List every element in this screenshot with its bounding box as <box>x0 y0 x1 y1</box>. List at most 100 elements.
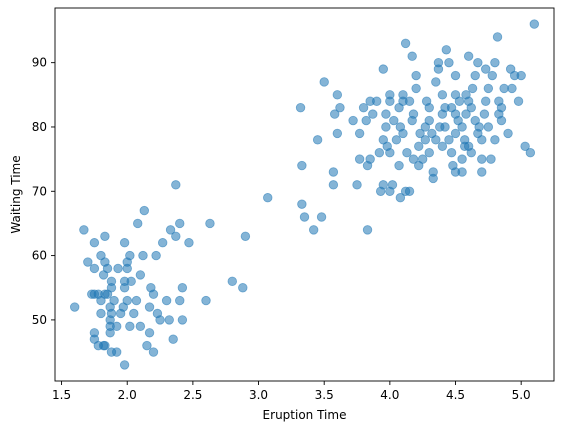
data-point <box>161 295 172 306</box>
data-point <box>139 205 149 216</box>
data-point <box>352 180 362 190</box>
data-point <box>164 315 174 325</box>
data-point <box>446 147 457 158</box>
data-point <box>483 122 494 132</box>
data-point <box>129 308 139 319</box>
data-point <box>335 102 345 113</box>
data-point <box>490 135 500 145</box>
data-point <box>404 186 415 196</box>
y-tick-label: 60 <box>32 249 47 263</box>
data-point <box>503 128 513 139</box>
data-point <box>466 147 476 158</box>
data-point <box>308 225 319 235</box>
data-point <box>374 147 385 158</box>
data-point <box>175 295 185 306</box>
data-point <box>479 109 490 119</box>
data-point <box>142 340 152 351</box>
data-point <box>395 193 406 203</box>
data-point <box>450 128 461 139</box>
points-layer <box>69 19 540 370</box>
data-point <box>402 147 412 158</box>
data-point <box>332 90 343 100</box>
data-point <box>496 102 507 113</box>
data-point <box>106 308 117 319</box>
data-point <box>319 77 329 87</box>
data-point <box>437 141 448 151</box>
y-tick-label: 90 <box>32 56 47 70</box>
data-point <box>79 225 89 235</box>
data-point <box>525 147 536 158</box>
data-point <box>424 115 434 126</box>
x-tick-label: 2.0 <box>118 388 137 402</box>
data-point <box>362 225 373 235</box>
data-point <box>378 180 388 190</box>
data-point <box>398 90 408 100</box>
data-point <box>408 109 419 119</box>
x-tick-label: 4.5 <box>446 388 465 402</box>
data-point <box>467 83 478 94</box>
data-point <box>148 347 159 357</box>
data-point <box>411 70 421 81</box>
data-point <box>148 289 159 299</box>
data-point <box>96 308 106 319</box>
data-point <box>365 154 375 164</box>
data-point <box>437 90 448 100</box>
data-point <box>385 147 395 158</box>
data-point <box>135 270 146 280</box>
x-axis-label: Eruption Time <box>263 408 347 422</box>
x-tick-label: 3.0 <box>249 388 268 402</box>
data-point <box>391 135 402 145</box>
data-point <box>372 96 382 106</box>
x-tick-label: 4.0 <box>380 388 399 402</box>
data-point <box>122 295 132 306</box>
data-point <box>516 70 526 81</box>
plot-frame <box>54 7 555 382</box>
data-point <box>354 154 365 164</box>
data-point <box>171 231 181 242</box>
data-point <box>477 154 487 164</box>
data-point <box>177 283 188 293</box>
data-point <box>205 218 215 229</box>
data-point <box>135 321 146 332</box>
data-point <box>109 295 119 306</box>
data-point <box>83 257 93 267</box>
data-point <box>387 180 398 190</box>
data-point <box>312 135 323 145</box>
data-point <box>520 141 530 151</box>
data-point <box>330 109 340 119</box>
data-point <box>144 328 155 338</box>
data-point <box>420 135 431 145</box>
x-tick-label: 5.0 <box>512 388 531 402</box>
data-point <box>444 135 454 145</box>
data-point <box>112 347 122 357</box>
data-point <box>354 128 365 139</box>
y-axis-label: Waiting Time <box>9 155 23 233</box>
data-point <box>477 167 487 177</box>
data-point <box>408 154 419 164</box>
data-point <box>389 115 399 126</box>
data-point <box>89 238 100 248</box>
data-point <box>89 263 100 274</box>
data-point <box>238 283 248 293</box>
data-point <box>378 64 388 74</box>
data-point <box>461 109 471 119</box>
data-point <box>414 141 424 151</box>
data-point <box>295 102 306 113</box>
data-point <box>496 115 507 126</box>
data-point <box>454 96 465 106</box>
data-point <box>157 238 168 248</box>
data-point <box>457 167 467 177</box>
y-tick-label: 50 <box>32 313 47 327</box>
data-point <box>125 250 135 261</box>
y-tick-label: 80 <box>32 120 47 134</box>
data-point <box>361 115 371 126</box>
data-point <box>299 212 310 222</box>
data-point <box>433 57 444 68</box>
data-point <box>126 276 136 287</box>
data-point <box>328 180 339 190</box>
data-point <box>106 276 117 287</box>
data-point <box>316 212 327 222</box>
data-point <box>177 315 188 325</box>
